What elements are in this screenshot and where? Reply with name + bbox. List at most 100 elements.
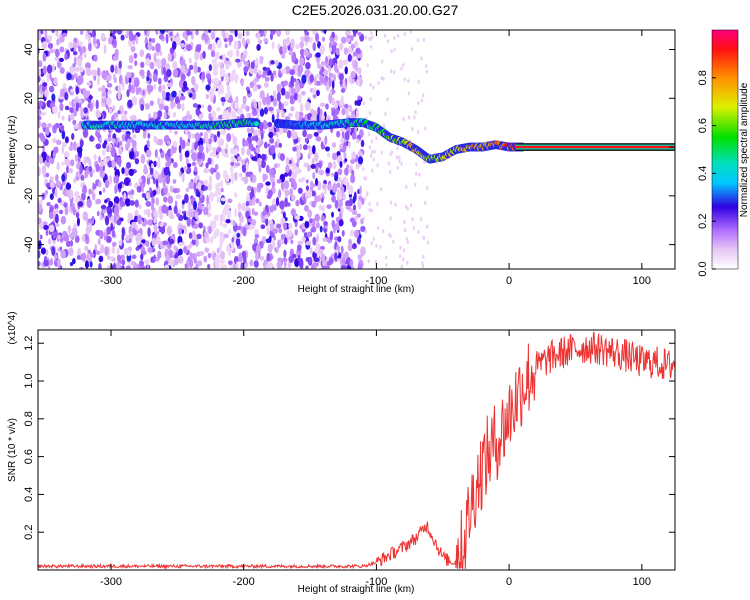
noise-point [61,129,66,140]
noise-point [273,89,277,100]
noise-point [116,261,121,269]
noise-point [315,32,320,43]
noise-point [368,37,371,42]
noise-point [172,111,177,118]
noise-point [171,90,177,98]
noise-point [64,105,70,111]
noise-point [274,163,278,169]
noise-point [38,75,41,83]
noise-point [65,182,72,190]
noise-point [77,201,84,207]
noise-point [286,36,291,46]
noise-point [128,168,135,177]
noise-point [195,238,199,248]
noise-point [63,202,68,208]
noise-point [271,113,275,124]
noise-point [198,113,203,121]
noise-point [272,70,277,76]
noise-point [305,62,311,70]
noise-point [72,177,77,184]
noise-point [208,30,212,34]
noise-point [111,146,116,154]
noise-point [51,30,55,34]
noise-point [364,35,368,40]
noise-point [174,36,181,46]
noise-point [335,47,340,56]
noise-point [355,162,360,170]
noise-point [275,131,279,138]
noise-point [168,249,173,259]
noise-point [159,50,163,57]
noise-point [336,182,341,188]
noise-point [389,216,392,221]
noise-point [151,237,156,247]
noise-point [400,161,403,166]
noise-point [278,228,283,234]
noise-point [297,254,301,263]
noise-point [257,183,262,190]
noise-point [46,162,50,167]
noise-point [416,38,420,43]
noise-point [262,121,269,130]
noise-point [237,155,242,162]
noise-point [219,259,225,264]
noise-point [268,70,272,76]
noise-point [187,114,193,121]
noise-point [172,179,177,184]
noise-point [316,113,320,123]
noise-point [313,152,319,162]
noise-point [315,177,319,187]
noise-point [49,193,54,200]
noise-point [83,107,88,114]
noise-point [53,146,59,154]
noise-point [177,209,182,214]
noise-point [290,239,294,245]
noise-point [328,161,333,170]
noise-point [346,164,350,169]
noise-point [52,137,57,144]
noise-point [173,245,178,251]
noise-point [290,87,296,95]
noise-point [282,266,288,269]
noise-point [87,249,91,254]
x-tick-label: -300 [100,576,122,588]
noise-point [199,251,205,256]
noise-point [125,161,132,169]
noise-point [155,197,160,206]
noise-point [147,208,151,218]
noise-point [106,265,111,269]
noise-point [112,30,117,34]
noise-point [372,85,375,90]
noise-point [293,131,298,140]
noise-point [253,101,258,109]
noise-point [211,78,216,84]
noise-point [402,63,405,68]
noise-point [158,86,162,93]
noise-point [69,65,75,74]
colorbar-tick-label: 0.2 [697,214,709,229]
noise-point [41,124,46,129]
noise-point [103,44,107,55]
noise-point [88,188,92,195]
noise-point [114,152,118,163]
noise-point [193,166,198,172]
noise-point [268,131,274,139]
noise-point [341,108,346,116]
noise-point [43,224,49,231]
noise-point [124,198,131,207]
noise-point [243,60,250,66]
noise-point [280,87,286,96]
noise-point [111,229,116,238]
noise-point [245,200,250,207]
noise-point [269,137,275,144]
noise-point [269,205,275,213]
noise-point [68,247,74,256]
noise-point [245,30,250,37]
noise-point [178,227,183,235]
noise-point [309,53,313,58]
noise-point [154,148,158,158]
noise-point [49,258,53,266]
noise-point [133,52,138,59]
noise-point [38,231,41,242]
noise-point [220,179,224,187]
